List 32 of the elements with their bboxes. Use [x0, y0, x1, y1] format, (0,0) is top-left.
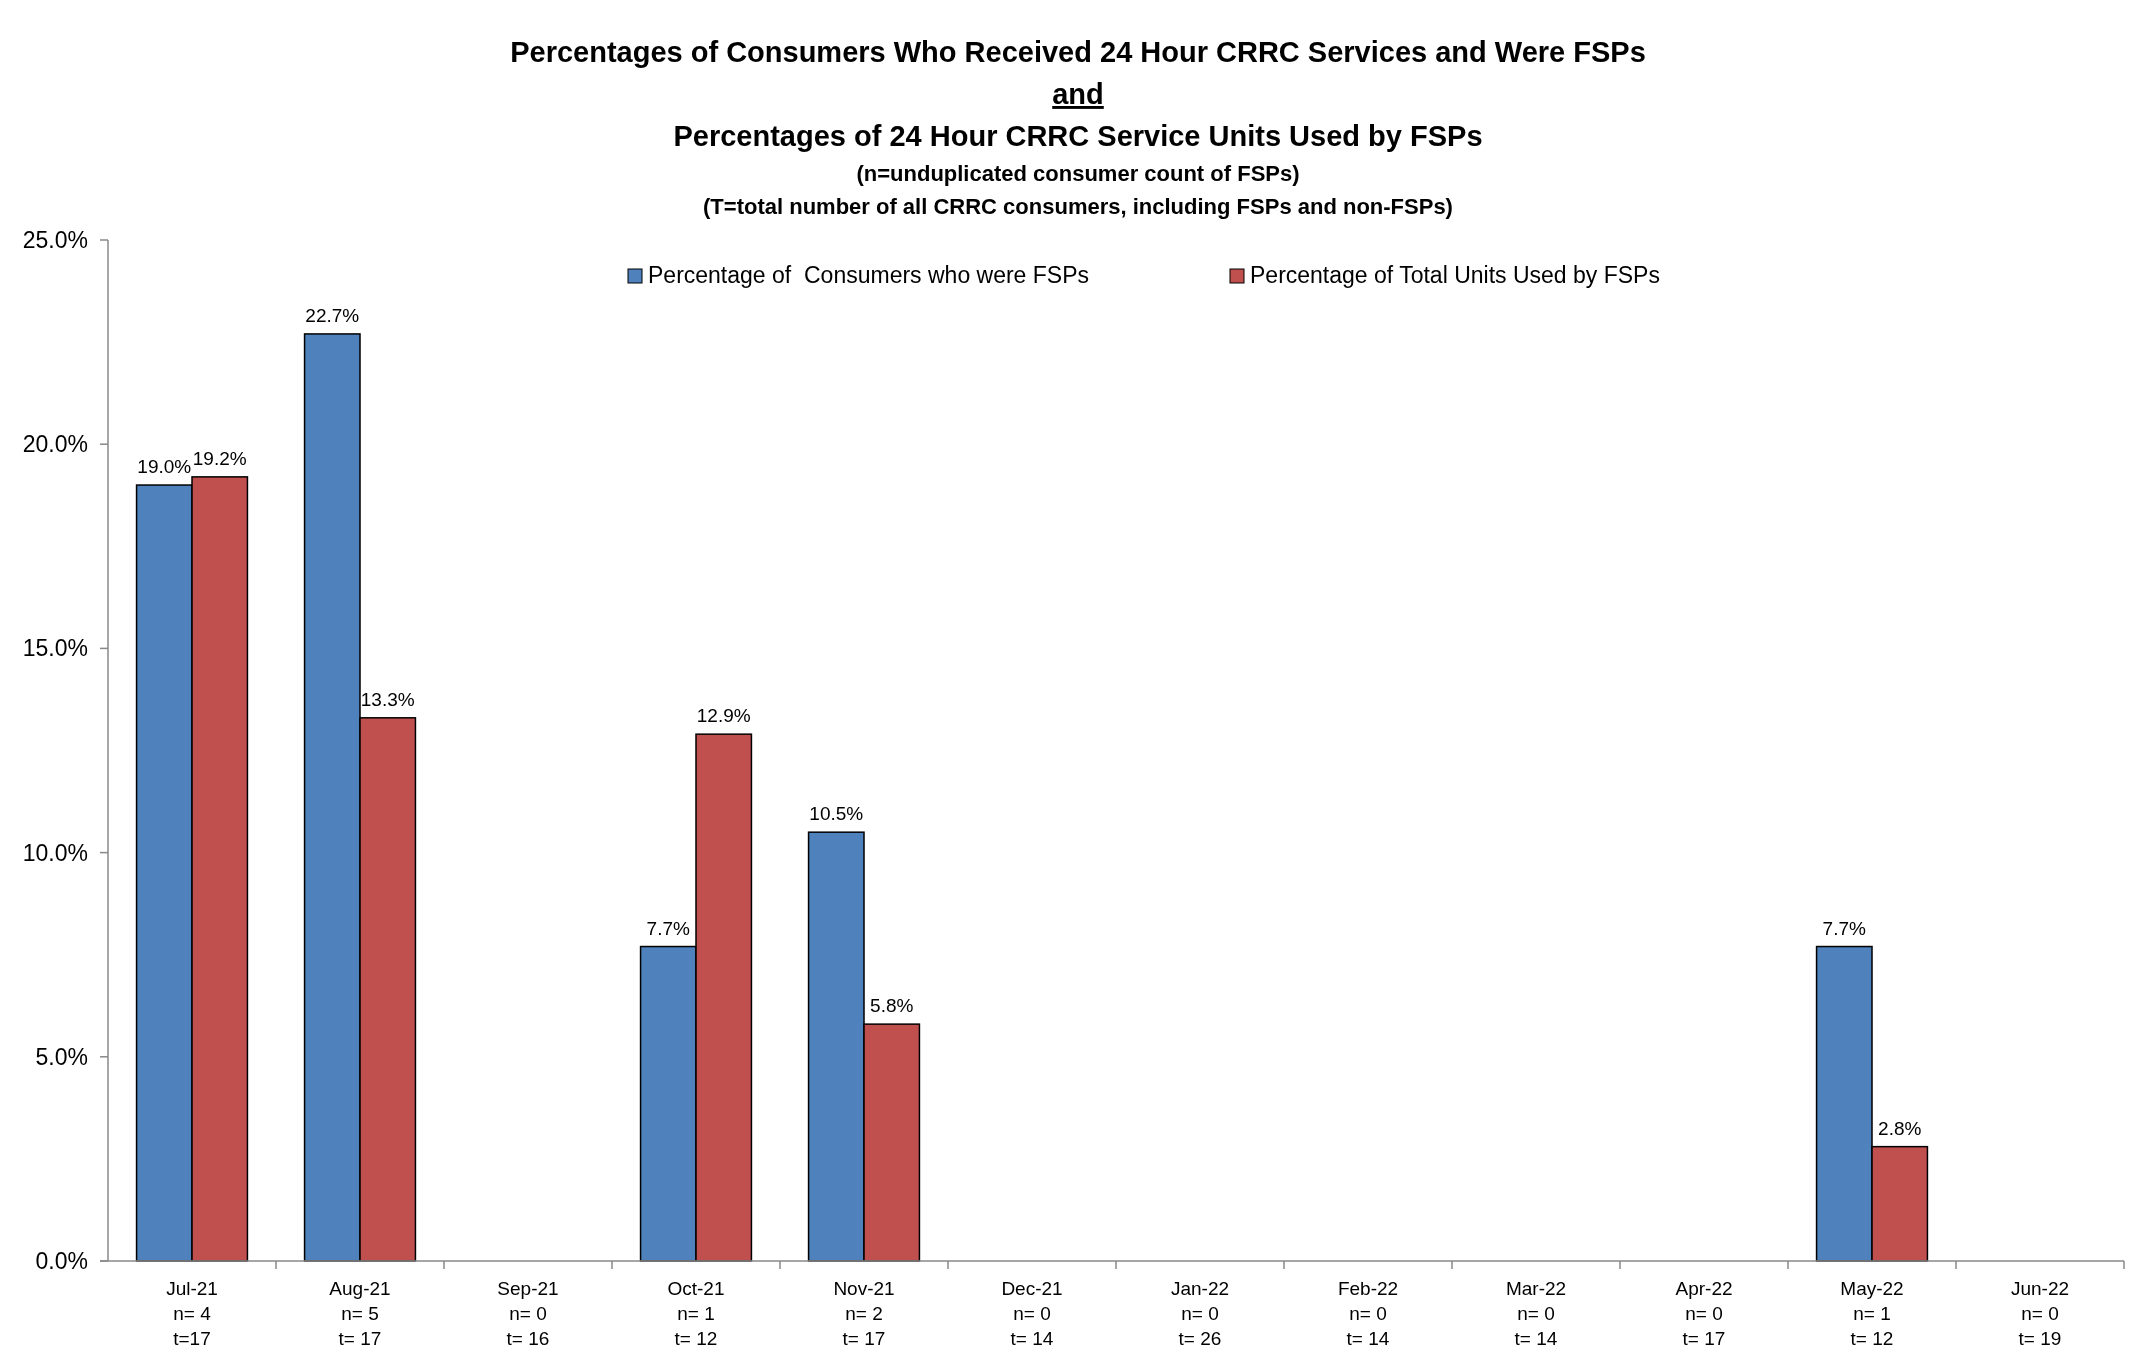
data-label: 12.9% [696, 705, 751, 727]
x-tick-label: Mar-22 n= 0 t= 14 [1505, 1278, 1567, 1349]
x-tick-label: Sep-21 n= 0 t= 16 [497, 1278, 559, 1349]
data-label: 10.5% [809, 803, 864, 825]
x-tick-label: Dec-21 n= 0 t= 14 [1001, 1278, 1063, 1349]
x-tick-label: Jul-21 n= 4 t=17 [166, 1278, 218, 1349]
x-tick-label: May-22 n= 1 t= 12 [1840, 1278, 1904, 1349]
x-tick-label: Oct-21 n= 1 t= 12 [667, 1278, 725, 1349]
data-label: 13.3% [360, 688, 415, 710]
legend-label: Percentage of Consumers who were FSPs [648, 262, 1090, 288]
x-tick-label: Jun-22 n= 0 t= 19 [2010, 1278, 2070, 1349]
data-label: 19.2% [192, 447, 247, 469]
x-tick-label: Apr-22 n= 0 t= 17 [1675, 1278, 1733, 1349]
data-label: 22.7% [305, 304, 360, 326]
x-tick-label: Feb-22 n= 0 t= 14 [1337, 1278, 1399, 1349]
y-tick-label: 20.0% [22, 431, 88, 458]
y-tick-label: 5.0% [35, 1043, 88, 1070]
y-tick-label: 15.0% [22, 635, 88, 662]
x-tick-label: Nov-21 n= 2 t= 17 [833, 1278, 895, 1349]
x-tick-label: Jan-22 n= 0 t= 26 [1170, 1278, 1230, 1349]
data-label: 2.8% [1878, 1117, 1922, 1139]
y-tick-label: 25.0% [22, 227, 88, 254]
x-tick-label: Aug-21 n= 5 t= 17 [329, 1278, 391, 1349]
legend-label: Percentage of Total Units Used by FSPs [1250, 262, 1660, 288]
data-label: 7.7% [646, 917, 691, 939]
data-label: 19.0% [137, 456, 192, 478]
y-tick-label: 0.0% [35, 1248, 88, 1275]
data-label: 7.7% [1822, 917, 1867, 939]
data-label: 5.8% [870, 995, 914, 1017]
chart-subtitle: (n=unduplicated consumer count of FSPs) (T=total number of all CRRC consumers, including FSPs and non-FSPs) [703, 161, 1453, 219]
y-tick-label: 10.0% [22, 839, 88, 866]
chart-title: Percentages of Consumers Who Received 24 Hour CRRC Services and Were FSPs and Percentages of 24 Hour CRRC Service Units Used by FSPs [510, 36, 1646, 152]
